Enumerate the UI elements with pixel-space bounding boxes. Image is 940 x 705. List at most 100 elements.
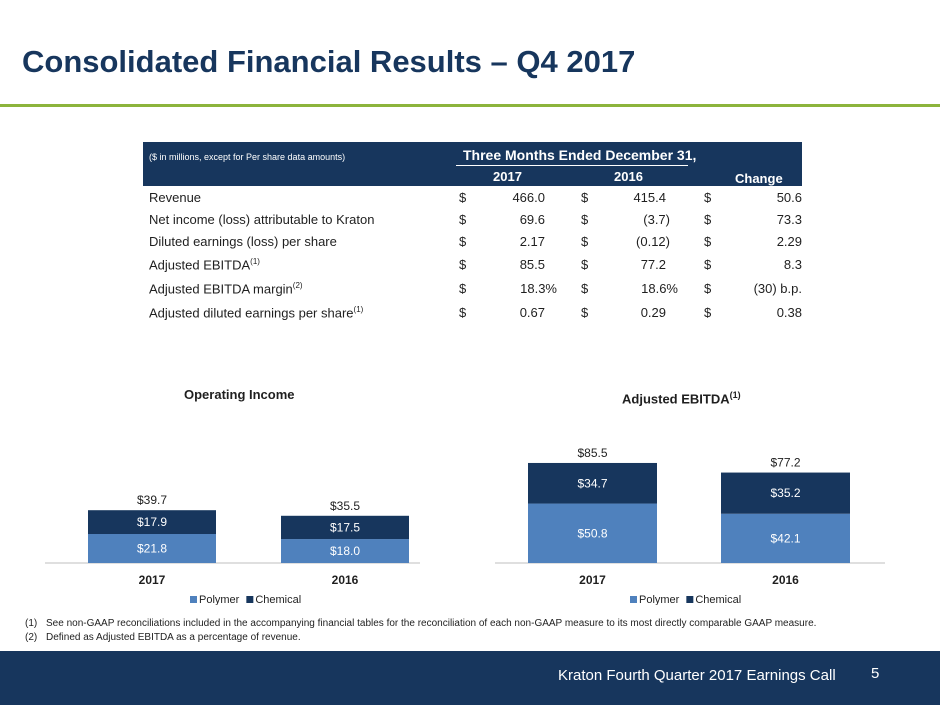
bar-segment-polymer — [281, 539, 409, 563]
row-footnote-ref: (1) — [250, 257, 260, 266]
segment-value-label: $34.7 — [577, 476, 607, 490]
bar-segment-chemical — [88, 510, 216, 535]
total-value-label: $39.7 — [137, 493, 167, 507]
chart-title-text: Operating Income — [184, 387, 295, 402]
currency-symbol: $ — [581, 305, 589, 320]
chart-title-footnote-ref: (1) — [729, 390, 741, 400]
bar-segment-polymer — [721, 513, 850, 563]
category-tick-label: 2017 — [579, 573, 606, 587]
table-row: Net income (loss) attributable to Kraton… — [0, 212, 940, 232]
currency-symbol: $ — [581, 234, 589, 249]
value-2016: (3.7) — [643, 212, 670, 227]
legend-swatch-polymer — [190, 596, 197, 603]
segment-value-label: $50.8 — [577, 526, 607, 540]
segment-value-label: $17.9 — [137, 515, 167, 529]
footer-title: Kraton Fourth Quarter 2017 Earnings Call — [558, 667, 836, 684]
table-row: Revenue $ 466.0 $ 415.4 $ 50.6 — [0, 190, 940, 210]
table-period-label: Three Months Ended December 31, — [463, 147, 697, 163]
title-divider — [0, 104, 940, 107]
value-change: 73.3 — [776, 212, 802, 227]
currency-symbol: $ — [581, 257, 589, 272]
currency-symbol: $ — [459, 305, 467, 320]
value-2016: 77.2 — [640, 257, 666, 272]
footnote: (1) See non-GAAP reconciliations included… — [25, 618, 816, 629]
value-2017: 466.0 — [512, 190, 545, 205]
total-value-label: $35.5 — [330, 499, 360, 513]
currency-symbol: $ — [459, 257, 467, 272]
value-2016: 0.29 — [640, 305, 666, 320]
footnote-text: See non-GAAP reconciliations included in… — [46, 618, 817, 629]
value-2016: 18.6% — [641, 281, 678, 296]
legend-swatch-polymer — [630, 596, 637, 603]
page-number: 5 — [871, 665, 880, 682]
table-row: Diluted earnings (loss) per share $ 2.17… — [0, 234, 940, 254]
value-2016: (0.12) — [636, 234, 670, 249]
bar-segment-chemical — [528, 462, 657, 504]
row-footnote-ref: (1) — [353, 305, 364, 314]
table-row: Adjusted EBITDA margin(2) $ 18.3% $ 18.6… — [0, 281, 940, 301]
currency-symbol: $ — [704, 234, 712, 249]
row-label: Revenue — [149, 190, 202, 205]
bar-segment-chemical — [721, 472, 850, 514]
segment-value-label: $21.8 — [137, 542, 167, 556]
currency-symbol: $ — [704, 212, 712, 227]
value-change: 0.38 — [776, 305, 802, 320]
bar-segment-chemical — [281, 515, 409, 540]
row-label-text: Adjusted EBITDA — [149, 257, 251, 273]
total-value-label: $85.5 — [577, 446, 607, 460]
currency-symbol: $ — [459, 234, 467, 249]
legend-label: Polymer — [199, 594, 240, 605]
segment-value-label: $18.0 — [330, 544, 360, 558]
chart-title-operating-income: Operating Income — [184, 387, 295, 402]
row-label: Adjusted EBITDA margin(2) — [149, 281, 303, 296]
value-2017: 85.5 — [519, 257, 545, 272]
category-tick-label: 2017 — [139, 573, 166, 587]
legend-label: Chemical — [695, 594, 741, 605]
legend-swatch-chemical — [246, 596, 254, 603]
value-2017: 69.6 — [519, 212, 545, 227]
legend-label: Polymer — [639, 594, 680, 605]
operating-income-chart: $21.8 $17.9 $39.7 2017 $18.0 $17.5 $35.5 2016 Po… — [45, 493, 420, 605]
adjusted-ebitda-chart: $50.8 $34.7 $85.5 2017 $42.1 $35.2 $77.2 2016 Po… — [495, 446, 885, 605]
table-note: ($ in millions, except for Per share dat… — [149, 152, 346, 162]
category-tick-label: 2016 — [332, 573, 359, 587]
footnote-number: (1) — [25, 618, 38, 629]
segment-value-label: $17.5 — [330, 520, 360, 534]
total-value-label: $77.2 — [770, 456, 800, 470]
chart-title-adjusted-ebitda: Adjusted EBITDA(1) — [622, 390, 741, 406]
value-2017: 18.3% — [520, 281, 557, 296]
segment-value-label: $42.1 — [770, 531, 800, 545]
row-label: Net income (loss) attributable to Kraton — [149, 212, 375, 227]
table-row: Adjusted EBITDA(1) $ 85.5 $ 77.2 $ 8.3 — [0, 257, 940, 277]
currency-symbol: $ — [704, 190, 712, 205]
legend-label: Chemical — [255, 594, 301, 605]
footnote: (2) Defined as Adjusted EBITDA as a perce… — [25, 632, 301, 643]
currency-symbol: $ — [459, 212, 467, 227]
period-underline — [456, 165, 688, 166]
value-change: (30) b.p. — [753, 281, 802, 296]
table-header: ($ in millions, except for Per share dat… — [143, 142, 802, 186]
column-change: Change — [735, 171, 783, 186]
row-label: Adjusted diluted earnings per share(1) — [149, 305, 363, 320]
row-label: Adjusted EBITDA(1) — [149, 257, 260, 272]
currency-symbol: $ — [459, 281, 467, 296]
category-tick-label: 2016 — [772, 573, 799, 587]
value-change: 8.3 — [783, 257, 802, 272]
value-change: 50.6 — [776, 190, 802, 205]
segment-value-label: $35.2 — [770, 486, 800, 500]
row-label: Diluted earnings (loss) per share — [149, 234, 337, 249]
row-label-text: Adjusted EBITDA margin — [149, 281, 293, 297]
chart-title-text: Adjusted EBITDA — [622, 391, 730, 407]
column-2017: 2017 — [493, 169, 522, 184]
footnote-number: (2) — [25, 632, 38, 643]
currency-symbol: $ — [581, 281, 589, 296]
column-2016: 2016 — [614, 169, 643, 184]
currency-symbol: $ — [459, 190, 467, 205]
page-title: Consolidated Financial Results – Q4 2017 — [22, 44, 636, 79]
table-row: Adjusted diluted earnings per share(1) $… — [0, 305, 940, 325]
footnote-text: Defined as Adjusted EBITDA as a percenta… — [46, 632, 301, 643]
bar-segment-polymer — [88, 534, 216, 563]
footer-bar: Kraton Fourth Quarter 2017 Earnings Call… — [0, 651, 940, 705]
row-label-text: Adjusted diluted earnings per share — [149, 305, 354, 321]
value-2016: 415.4 — [633, 190, 666, 205]
